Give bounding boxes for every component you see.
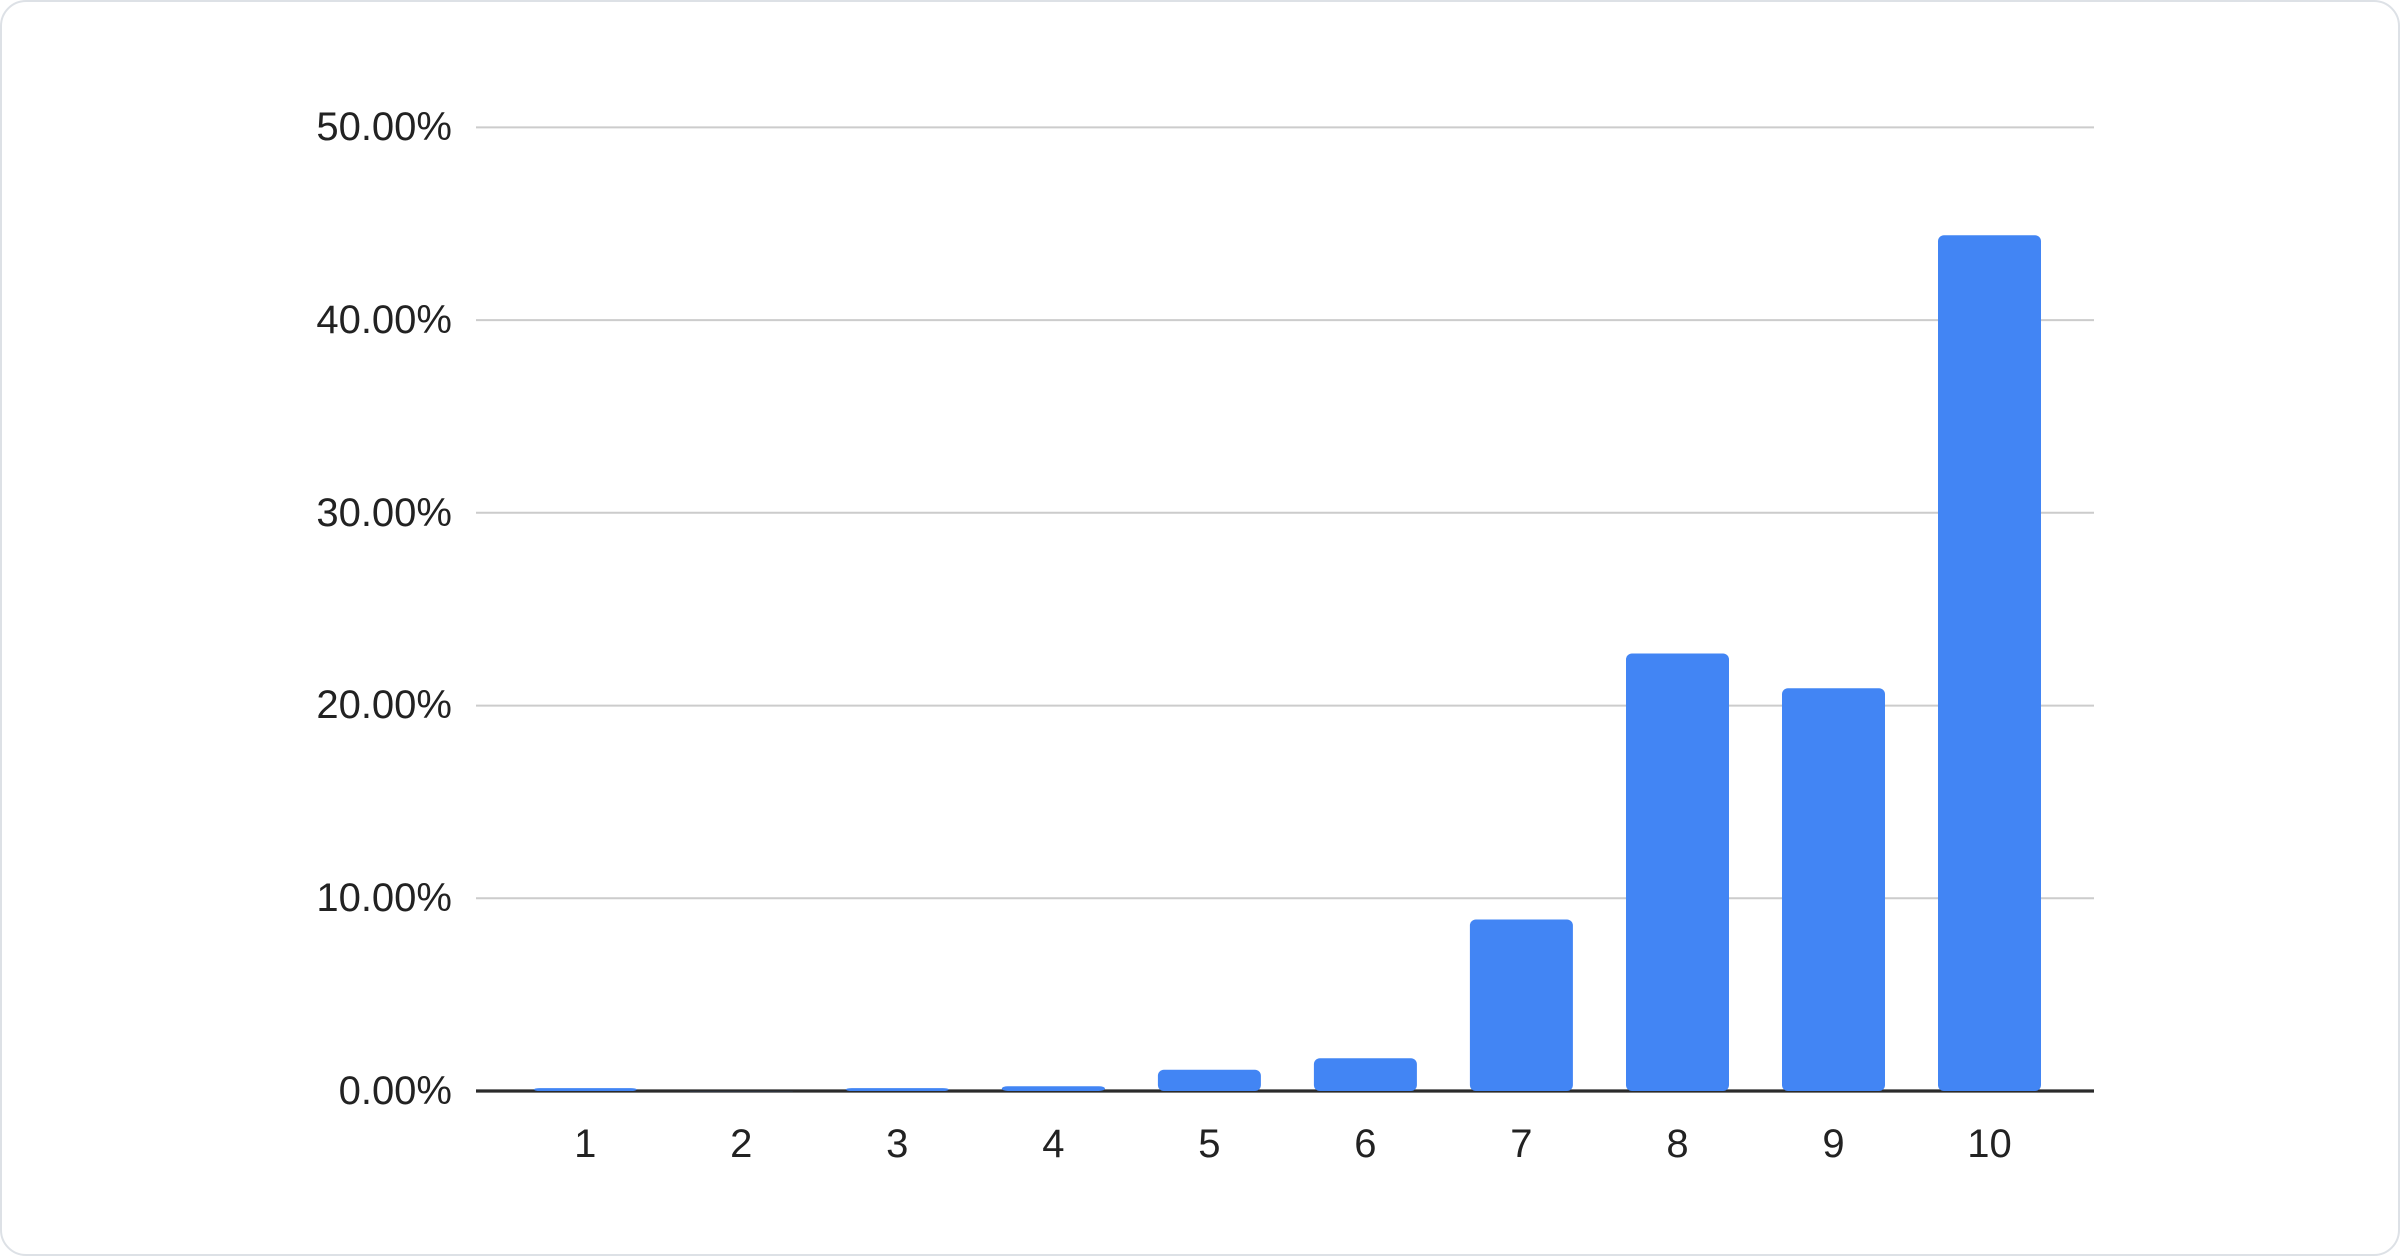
svg-text:0.00%: 0.00% (339, 1069, 452, 1113)
svg-text:40.00%: 40.00% (316, 298, 452, 342)
svg-text:20.00%: 20.00% (316, 683, 452, 727)
svg-text:6: 6 (1354, 1122, 1376, 1166)
svg-text:30.00%: 30.00% (316, 491, 452, 535)
svg-text:50.00%: 50.00% (316, 105, 452, 149)
svg-text:10: 10 (1967, 1122, 2012, 1166)
svg-text:8: 8 (1666, 1122, 1688, 1166)
svg-text:5: 5 (1198, 1122, 1220, 1166)
svg-text:1: 1 (574, 1122, 596, 1166)
svg-text:10.00%: 10.00% (316, 876, 452, 920)
svg-text:9: 9 (1822, 1122, 1844, 1166)
svg-text:3: 3 (886, 1122, 908, 1166)
svg-text:4: 4 (1042, 1122, 1064, 1166)
svg-text:2: 2 (730, 1122, 752, 1166)
svg-text:7: 7 (1510, 1122, 1532, 1166)
